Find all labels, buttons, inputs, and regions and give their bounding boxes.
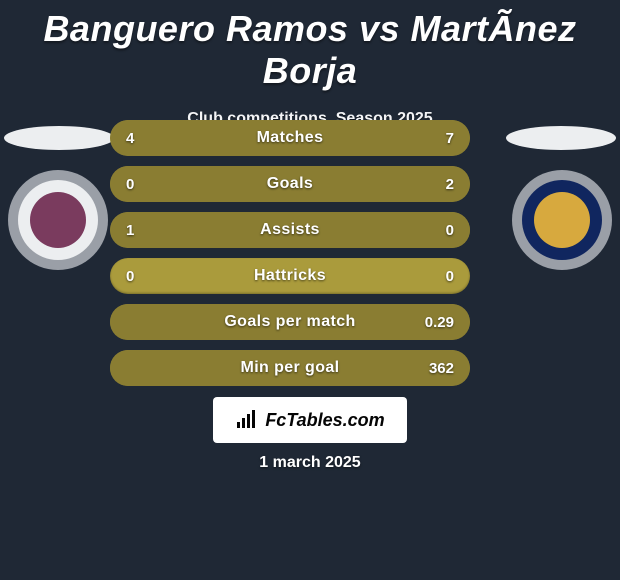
stat-row: 0.29Goals per match (110, 304, 470, 340)
stat-label: Matches (110, 120, 470, 156)
club-badge-right-core (534, 192, 590, 248)
stat-row: 00Hattricks (110, 258, 470, 294)
brand-badge: FcTables.com (213, 397, 407, 443)
stat-label: Min per goal (110, 350, 470, 386)
footer-date: 1 march 2025 (0, 454, 620, 472)
brand-chart-icon (235, 410, 259, 430)
player-photo-right-placeholder (506, 126, 616, 150)
stat-label: Goals per match (110, 304, 470, 340)
club-badge-left (8, 170, 108, 270)
stat-label: Assists (110, 212, 470, 248)
stat-label: Goals (110, 166, 470, 202)
brand-text: FcTables.com (265, 410, 384, 431)
stat-row: 02Goals (110, 166, 470, 202)
stat-row: 10Assists (110, 212, 470, 248)
club-badge-left-core (30, 192, 86, 248)
stat-row: 47Matches (110, 120, 470, 156)
stats-comparison-chart: 47Matches 02Goals 10Assists 00Hattricks 0.29… (110, 120, 470, 396)
club-badge-left-inner (18, 180, 98, 260)
page-title: Banguero Ramos vs MartÃ­nez Borja (0, 0, 620, 92)
club-badge-right-inner (522, 180, 602, 260)
stat-row: 362Min per goal (110, 350, 470, 386)
stat-label: Hattricks (110, 258, 470, 294)
player-photo-left-placeholder (4, 126, 114, 150)
club-badge-right (512, 170, 612, 270)
